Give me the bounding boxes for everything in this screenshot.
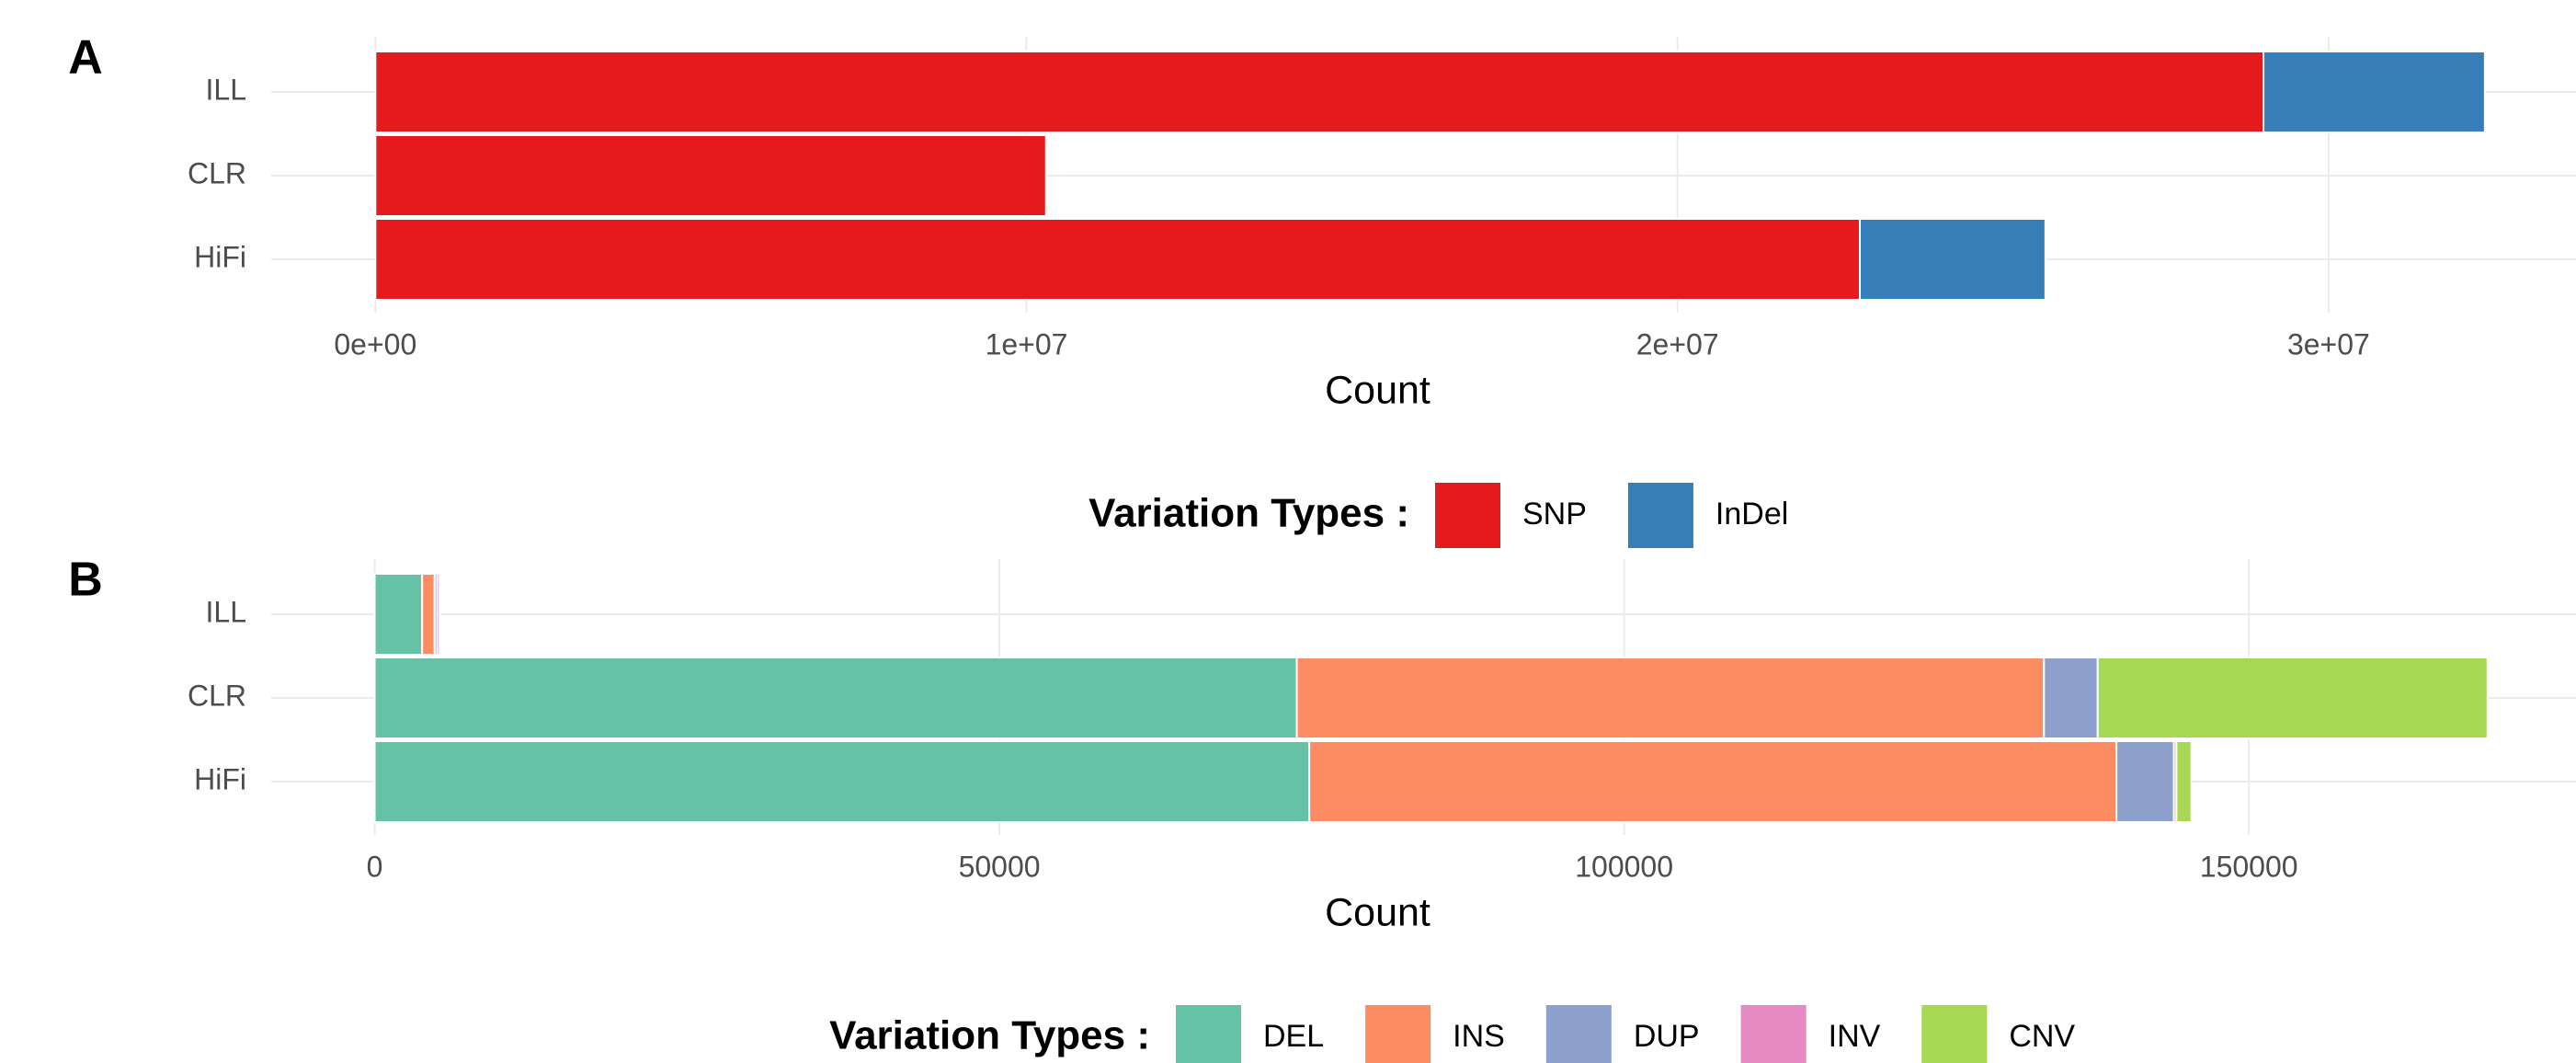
bar-segment (374, 218, 1861, 301)
legend-label: CNV (2009, 1019, 2075, 1054)
legend-swatch (1365, 1005, 1431, 1063)
x-tick-label: 3e+07 (2287, 327, 2370, 360)
bar-segment (1295, 657, 2046, 739)
y-tick-label: HiFi (194, 240, 246, 273)
legend-swatch (1545, 1005, 1612, 1063)
x-tick-label: 50000 (959, 850, 1041, 883)
legend-label: INS (1453, 1019, 1505, 1054)
y-tick-label: ILL (206, 73, 246, 106)
x-tick-label: 0e+00 (334, 327, 416, 360)
bar-segment (2043, 657, 2099, 739)
x-tick-label: 100000 (1575, 850, 1673, 883)
x-axis-title: Count (1325, 890, 1430, 934)
bar-segment (373, 740, 1311, 823)
legend-label: DUP (1634, 1019, 1700, 1054)
panel-label: A (68, 31, 103, 85)
legend-label: InDel (1715, 497, 1788, 532)
bar-segment (2263, 51, 2486, 133)
y-tick-label: CLR (188, 679, 246, 712)
bar-segment (436, 573, 441, 656)
legend-label: SNP (1522, 497, 1587, 532)
x-axis-title: Count (1325, 368, 1430, 412)
legend-swatch (1921, 1005, 1988, 1063)
bar-segment (1858, 218, 2046, 301)
y-tick-label: CLR (188, 156, 246, 189)
legend-label: DEL (1263, 1019, 1324, 1054)
bar-segment (374, 51, 2265, 133)
bar-segment (373, 573, 424, 656)
legend-swatch (1740, 1005, 1807, 1063)
y-tick-label: HiFi (194, 762, 246, 795)
x-tick-label: 0 (367, 850, 383, 883)
bar-segment (421, 573, 436, 656)
legend-title: Variation Types : (829, 1013, 1150, 1058)
bar-segment (2096, 657, 2489, 739)
legend-swatch (1627, 483, 1693, 548)
bar-segment (2175, 740, 2193, 823)
bar-segment (374, 134, 1047, 217)
panel-label: B (68, 554, 103, 607)
x-tick-label: 2e+07 (1636, 327, 1719, 360)
legend-title: Variation Types : (1089, 491, 1409, 536)
legend-swatch (1176, 1005, 1241, 1063)
bar-segment (373, 657, 1298, 739)
x-tick-label: 150000 (2200, 850, 2298, 883)
bar-segment (1308, 740, 2118, 823)
y-tick-label: ILL (206, 595, 246, 628)
legend-swatch (1435, 483, 1500, 548)
bar-segment (2115, 740, 2175, 823)
x-tick-label: 1e+07 (986, 327, 1068, 360)
legend-label: INV (1829, 1019, 1881, 1054)
